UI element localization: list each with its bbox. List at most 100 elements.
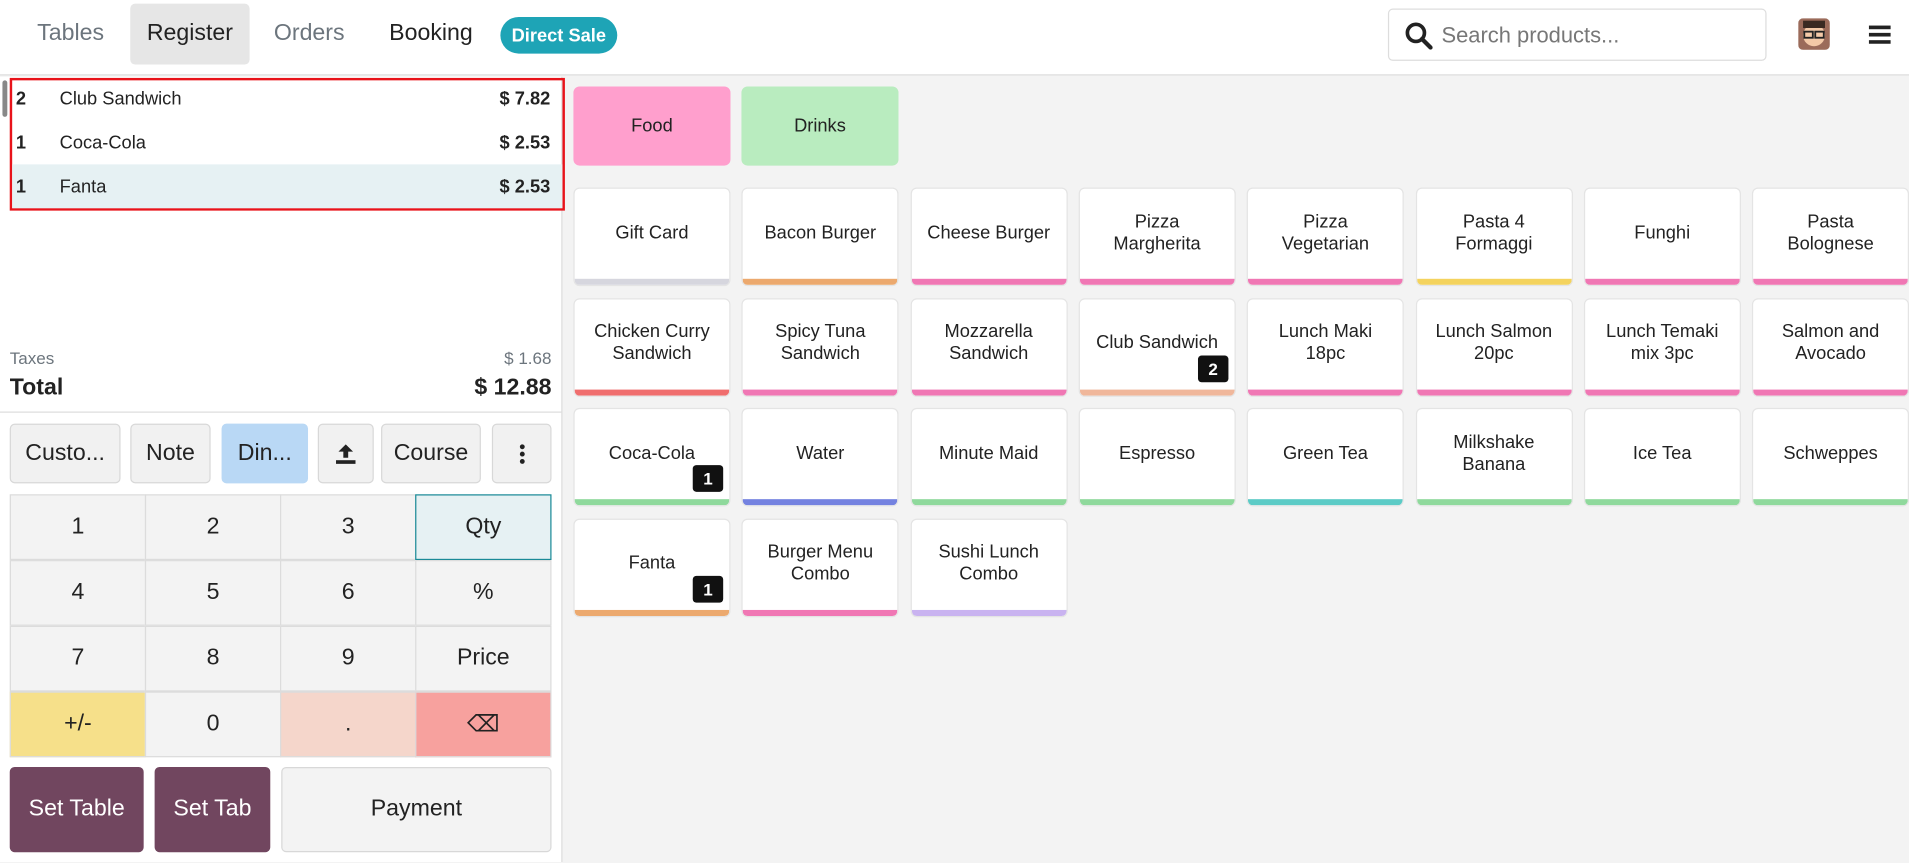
- menu-icon[interactable]: [1868, 24, 1891, 44]
- product-name: Burger Menu Combo: [767, 541, 874, 585]
- product-name: Lunch Maki 18pc: [1278, 321, 1373, 365]
- product-card[interactable]: Pasta Bolognese: [1752, 187, 1909, 287]
- product-card[interactable]: Chicken Curry Sandwich: [573, 297, 731, 397]
- export-button[interactable]: [317, 423, 374, 484]
- product-card[interactable]: Water: [741, 407, 899, 507]
- product-card[interactable]: Gift Card: [573, 187, 731, 287]
- taxes-value: $ 1.68: [504, 348, 552, 368]
- numpad-key[interactable]: +/-: [9, 691, 147, 758]
- product-card[interactable]: Lunch Maki 18pc: [1246, 297, 1404, 397]
- numpad-key[interactable]: 6: [280, 560, 417, 626]
- product-color-bar: [1248, 499, 1403, 506]
- product-color-bar: [1584, 499, 1740, 506]
- product-card[interactable]: Ice Tea: [1583, 407, 1741, 507]
- product-color-bar: [1753, 499, 1908, 506]
- bottom-button[interactable]: Payment: [281, 767, 552, 853]
- product-card[interactable]: Mozzarella Sandwich: [910, 297, 1068, 397]
- product-color-bar: [1416, 278, 1572, 285]
- action-button[interactable]: Custo...: [9, 423, 121, 484]
- numpad-key[interactable]: 5: [144, 560, 282, 626]
- direct-sale[interactable]: Direct Sale: [500, 17, 618, 54]
- product-card[interactable]: Salmon and Avocado: [1752, 297, 1909, 397]
- avatar[interactable]: [1798, 18, 1830, 50]
- numpad-key[interactable]: 0: [144, 691, 282, 758]
- product-color-bar: [1416, 499, 1572, 506]
- product-color-bar: [1753, 278, 1908, 285]
- product-color-bar: [1079, 499, 1235, 506]
- numpad-key[interactable]: 8: [144, 625, 282, 692]
- product-name: Ice Tea: [1632, 442, 1692, 464]
- taxes-label: Taxes: [9, 348, 55, 368]
- numpad-key[interactable]: Qty: [415, 494, 552, 561]
- bottom-button[interactable]: Set Table: [9, 767, 144, 853]
- nav-tab[interactable]: Tables: [37, 20, 105, 47]
- line-name: Club Sandwich: [59, 88, 182, 110]
- numpad-key[interactable]: 2: [144, 494, 282, 561]
- numpad-key[interactable]: 1: [9, 494, 147, 561]
- product-card[interactable]: Sushi Lunch Combo: [910, 518, 1068, 617]
- product-name: Cheese Burger: [927, 222, 1051, 243]
- product-card[interactable]: Funghi: [1583, 187, 1741, 287]
- product-card[interactable]: Club Sandwich 2: [1078, 297, 1236, 397]
- highlight-box: [9, 77, 565, 211]
- product-card[interactable]: Cheese Burger: [910, 187, 1068, 287]
- order-line[interactable]: 1 Fanta $ 2.53: [12, 164, 563, 209]
- product-card[interactable]: Pizza Margherita: [1078, 187, 1236, 287]
- action-button[interactable]: Note: [130, 423, 211, 484]
- product-name: Pizza Margherita: [1113, 211, 1201, 254]
- product-card[interactable]: Minute Maid: [910, 407, 1068, 507]
- product-name: Chicken Curry Sandwich: [594, 321, 710, 365]
- upload-icon: [336, 443, 356, 464]
- product-card[interactable]: Milkshake Banana: [1415, 407, 1573, 507]
- numpad-key[interactable]: ⌫: [415, 691, 552, 758]
- category-button[interactable]: Food: [573, 86, 731, 166]
- product-card[interactable]: Schweppes: [1752, 407, 1909, 507]
- numpad-key[interactable]: %: [415, 560, 552, 626]
- category-button[interactable]: Drinks: [741, 86, 899, 166]
- order-line[interactable]: 1 Coca-Cola $ 2.53: [12, 121, 562, 165]
- search-icon: [1405, 22, 1433, 50]
- product-name: Mozzarella Sandwich: [944, 321, 1033, 365]
- product-card[interactable]: Coca-Cola 1: [573, 407, 731, 507]
- product-name: Lunch Salmon 20pc: [1435, 321, 1553, 365]
- product-color-bar: [1248, 278, 1403, 285]
- action-button[interactable]: Course: [381, 423, 481, 484]
- product-card[interactable]: Pasta 4 Formaggi: [1415, 187, 1573, 287]
- total-label: Total: [9, 374, 64, 401]
- product-card[interactable]: Green Tea: [1246, 407, 1404, 507]
- product-name: Bacon Burger: [764, 222, 877, 243]
- order-line[interactable]: 2 Club Sandwich $ 7.82: [12, 77, 562, 121]
- search-box[interactable]: Search products...: [1387, 8, 1767, 61]
- product-name: Salmon and Avocado: [1781, 321, 1880, 365]
- nav-tab[interactable]: Booking: [389, 20, 473, 47]
- product-card[interactable]: Lunch Temaki mix 3pc: [1583, 297, 1741, 397]
- nav-tab[interactable]: Register: [130, 3, 250, 65]
- product-name: Funghi: [1634, 222, 1691, 243]
- product-name: Green Tea: [1282, 442, 1368, 464]
- product-name: Lunch Temaki mix 3pc: [1606, 321, 1719, 365]
- more-button[interactable]: [491, 423, 552, 484]
- numpad-key[interactable]: Price: [415, 625, 552, 692]
- bottom-button[interactable]: Set Tab: [154, 767, 271, 853]
- product-color-bar: [574, 499, 730, 506]
- numpad-key[interactable]: 4: [9, 560, 147, 626]
- numpad-key[interactable]: 3: [280, 494, 417, 561]
- search-placeholder: Search products...: [1441, 23, 1620, 48]
- numpad-key[interactable]: 9: [280, 625, 417, 692]
- product-card[interactable]: Spicy Tuna Sandwich: [741, 297, 899, 397]
- numpad-key[interactable]: 7: [9, 625, 147, 692]
- line-price: $ 2.53: [499, 132, 551, 154]
- nav-tab[interactable]: Orders: [273, 20, 345, 47]
- product-card[interactable]: Bacon Burger: [741, 187, 899, 287]
- product-color-bar: [911, 278, 1067, 285]
- product-card[interactable]: Lunch Salmon 20pc: [1415, 297, 1573, 397]
- product-card[interactable]: Burger Menu Combo: [741, 518, 899, 617]
- product-card[interactable]: Fanta 1: [573, 518, 731, 617]
- numpad-key[interactable]: .: [280, 691, 417, 758]
- product-card[interactable]: Espresso: [1078, 407, 1236, 507]
- product-card[interactable]: Pizza Vegetarian: [1246, 187, 1404, 287]
- action-button[interactable]: Din...: [221, 423, 309, 484]
- kebab-icon: [519, 443, 525, 464]
- product-color-bar: [1753, 388, 1908, 396]
